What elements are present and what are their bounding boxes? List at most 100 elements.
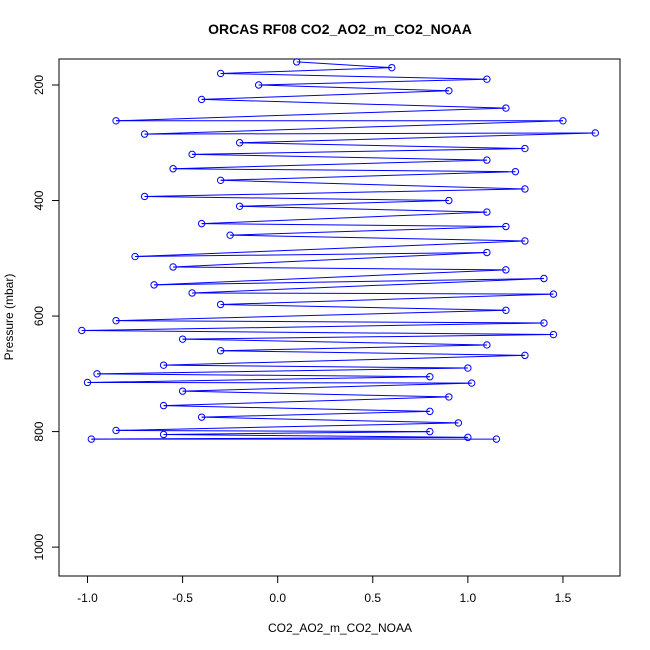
data-point [140,130,149,138]
data-point [559,117,567,125]
series-segment [182,338,487,346]
data-point [140,192,149,201]
data-point [235,202,244,211]
series-segment [201,416,459,424]
series-segment [239,132,596,144]
series-segment [144,120,563,135]
data-point [226,231,234,239]
series-segment [239,205,487,213]
series-segment [220,293,554,306]
data-point [483,75,491,83]
series-segment [296,61,392,69]
data-point [197,413,206,421]
data-point [540,274,548,283]
data-point [483,248,491,257]
series-segment [258,84,449,92]
x-tick-label: 0.0 [269,591,286,605]
series-segment [220,179,525,190]
data-point [235,139,244,147]
series-segment [135,240,525,258]
series-segment [182,334,554,340]
data-point [159,430,168,439]
series-segment [173,252,487,268]
data-point [388,63,396,72]
series-segment [154,278,544,286]
y-tick-label: 1000 [32,533,46,560]
data-point [483,156,491,164]
data-point [521,237,529,245]
data-point [159,361,168,369]
data-point [464,433,472,442]
series-segment [116,320,544,324]
data-point [502,104,510,112]
x-tick-label: 1.0 [460,591,477,605]
series-segment [173,266,506,271]
series-segment [154,269,506,286]
series-segment [220,350,525,356]
series-segment [220,67,392,74]
series-segment [239,200,449,207]
data-point [216,69,225,78]
data-point [540,319,548,327]
data-point [454,419,463,427]
series-segment [201,90,449,100]
x-tick-label: -1.0 [77,591,98,605]
data-point [502,222,510,231]
series-segment [163,354,525,366]
data-point [178,387,187,395]
series-segment [173,159,487,170]
data-point [521,185,529,193]
data-point [445,87,453,95]
data-point [178,335,187,343]
data-point [591,129,599,137]
series-segment [144,195,449,202]
series-segment [192,292,554,295]
data-point [445,196,453,205]
data-point [426,373,434,381]
series-segment [192,278,544,294]
series-segment [116,309,506,322]
series-segment [116,429,430,433]
series-segment [192,148,525,155]
series-segment [163,431,430,435]
data-point [131,252,139,261]
data-point [83,378,92,387]
series-segment [201,98,506,109]
series-segment [239,142,525,150]
series-segment [163,364,468,369]
data-point [150,281,158,289]
data-point [521,351,529,360]
chart-title: ORCAS RF08 CO2_AO2_m_CO2_NOAA [208,21,472,37]
data-point [549,330,558,339]
series-segment [81,329,554,336]
series-segment [116,422,459,431]
series-segment [201,211,487,225]
series-segment [87,376,430,383]
series-segment [258,78,487,86]
series-segment [220,171,516,181]
x-tick-label: 0.5 [364,591,381,605]
series-lines [81,61,596,440]
series-segment [182,382,472,392]
y-tick-label: 200 [32,75,46,95]
y-tick-label: 600 [32,306,46,326]
data-point [502,266,510,274]
data-point [93,370,101,378]
data-point [502,306,510,314]
series-segment [220,72,487,80]
data-point [483,208,491,216]
data-point [169,165,177,173]
series-segment [230,226,506,236]
data-point [112,117,120,125]
series-segment [201,223,506,228]
data-point [293,58,301,66]
x-axis-label: CO2_AO2_m_CO2_NOAA [268,621,412,635]
data-point [426,427,434,436]
data-point [112,316,120,325]
data-point [169,263,177,271]
series-segment [144,188,525,197]
x-tick-label: -0.5 [172,591,193,605]
series-segment [220,304,506,311]
series-segment [182,390,449,398]
data-point [216,176,225,185]
